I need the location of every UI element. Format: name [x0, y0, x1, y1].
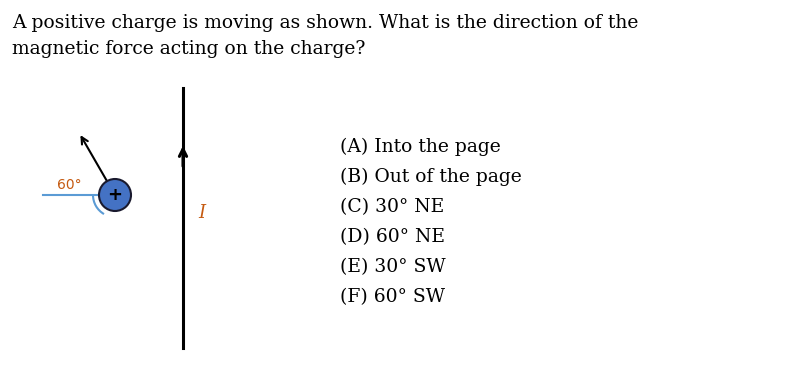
Text: 60°: 60° [56, 178, 82, 192]
Text: magnetic force acting on the charge?: magnetic force acting on the charge? [12, 40, 366, 58]
Text: (C) 30° NE: (C) 30° NE [340, 198, 444, 216]
Text: +: + [107, 186, 123, 204]
Text: (B) Out of the page: (B) Out of the page [340, 168, 522, 186]
Circle shape [99, 179, 131, 211]
Text: (D) 60° NE: (D) 60° NE [340, 228, 445, 246]
Text: (F) 60° SW: (F) 60° SW [340, 288, 445, 306]
Text: A positive charge is moving as shown. What is the direction of the: A positive charge is moving as shown. Wh… [12, 14, 638, 32]
Text: (E) 30° SW: (E) 30° SW [340, 258, 445, 276]
Text: (A) Into the page: (A) Into the page [340, 138, 501, 156]
Text: I: I [198, 204, 205, 222]
